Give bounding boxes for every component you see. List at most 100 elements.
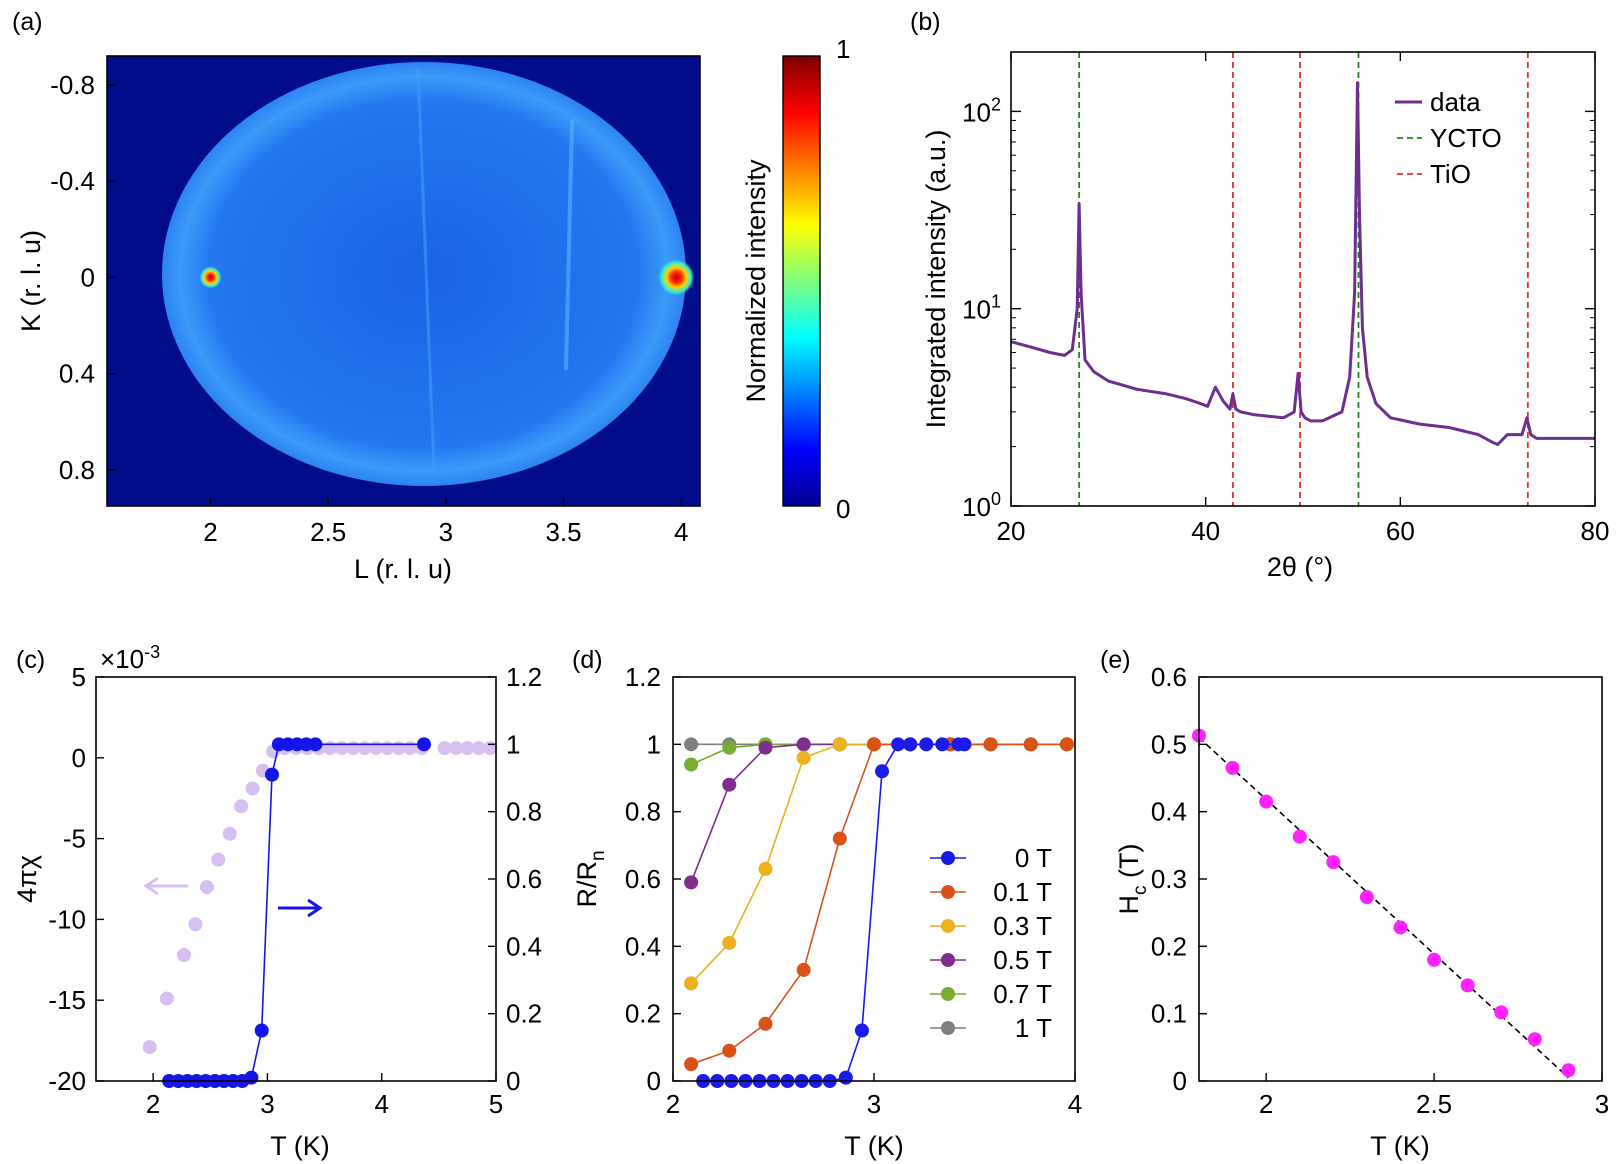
x-tick-label: 80 <box>1581 516 1610 546</box>
data-point <box>684 737 699 752</box>
data-point-left <box>449 741 463 756</box>
panel-d-ticks: 2 3 4 0 0.2 0.4 0.6 0.8 1 1.2 <box>625 662 1082 1119</box>
panel-e-ticks: 2 2.5 3 0 0.1 0.2 0.3 0.4 0.5 0.6 <box>1151 662 1609 1119</box>
y-tick-label: 0.5 <box>1151 729 1187 759</box>
panel-label-e: (e) <box>1100 646 1131 674</box>
series-line <box>703 743 965 1082</box>
reference-lines <box>1078 52 1529 506</box>
legend-swatch-marker <box>941 851 955 865</box>
colorbar-max-label: 1 <box>836 34 850 64</box>
data-point <box>838 1070 853 1085</box>
legend-swatch-marker <box>941 953 955 967</box>
y-tick-label: -0.8 <box>50 70 95 100</box>
y-tick-label: 0.4 <box>59 359 95 389</box>
panel-label-d: (d) <box>572 646 603 674</box>
y-tick-label-right: 0.6 <box>506 864 542 894</box>
data-point <box>796 737 811 752</box>
data-point <box>796 750 811 765</box>
panel-a-ylabel: K (r. l. u) <box>16 230 46 332</box>
x-tick-label: 2 <box>1259 1089 1273 1119</box>
y-tick-label: 0.2 <box>625 999 661 1029</box>
panel-d-xlabel: T (K) <box>844 1131 904 1161</box>
legend-label: 0.5 T <box>993 945 1052 975</box>
data-point <box>1259 794 1274 809</box>
data-point <box>935 737 950 752</box>
data-point <box>854 1023 869 1038</box>
x-tick-label: 3 <box>439 517 453 547</box>
fit-line <box>1198 737 1569 1079</box>
panel-e-ylabel: Hc (T) <box>1114 844 1151 915</box>
x-tick-label: 2 <box>666 1089 680 1119</box>
data-point <box>983 737 998 752</box>
panel-b-ticks: 20 40 60 80 100 101 102 <box>962 51 1610 546</box>
data-point <box>722 777 737 792</box>
data-point <box>722 740 737 755</box>
panel-c-xlabel: T (K) <box>270 1131 330 1161</box>
data-point-right <box>254 1023 269 1038</box>
y-tick-label-right: 0.4 <box>506 931 542 961</box>
panel-a-ticks: 2 2.5 3 3.5 4 -0.8 -0.4 0 0.4 0.8 <box>50 70 688 547</box>
y-tick-label-left: 0 <box>72 743 86 773</box>
data-point <box>832 831 847 846</box>
panel-label-b: (b) <box>910 8 941 36</box>
data-point-left <box>437 741 452 756</box>
y-tick-label: -0.4 <box>50 166 95 196</box>
y-tick-label: 101 <box>962 292 1001 325</box>
panel-b-ylabel: Integrated intensity (a.u.) <box>921 130 951 429</box>
data-point-left <box>483 741 498 756</box>
y-tick-label-right: 0 <box>506 1066 520 1096</box>
data-point-left <box>471 741 486 756</box>
data-point-left <box>159 991 174 1006</box>
y-tick-label-left: -10 <box>48 904 86 934</box>
x-tick-label: 3 <box>1595 1089 1609 1119</box>
data-point <box>796 962 811 977</box>
panel-a-xlabel: L (r. l. u) <box>354 554 452 584</box>
data-point <box>758 740 773 755</box>
x-tick-label: 4 <box>374 1089 388 1119</box>
legend-swatch-marker <box>941 1021 955 1035</box>
data-point <box>867 737 881 752</box>
legend-label: TiO <box>1430 159 1471 189</box>
data-point-left <box>142 1040 157 1055</box>
data-point <box>1292 829 1307 844</box>
x-tick-label: 5 <box>489 1089 503 1119</box>
data-point <box>1527 1032 1542 1047</box>
x-tick-label: 40 <box>1191 516 1220 546</box>
heatmap-streak <box>416 67 436 471</box>
y-tick-label: 0.1 <box>1151 999 1187 1029</box>
data-point-left <box>199 880 214 895</box>
x-tick-label: 2.5 <box>310 517 346 547</box>
data-point <box>684 976 699 991</box>
colorbar <box>782 55 821 507</box>
data-point <box>684 757 699 772</box>
data-point <box>1023 737 1038 752</box>
panel-e-marks <box>1192 728 1576 1079</box>
data-point <box>891 737 906 752</box>
data-point-left <box>234 799 249 814</box>
data-point <box>875 764 890 779</box>
y-tick-label: 1.2 <box>625 662 661 692</box>
data-point <box>1059 737 1074 752</box>
panel-d-marks <box>684 737 1074 1088</box>
x-tick-label: 2 <box>203 517 217 547</box>
heatmap-streak <box>564 119 574 371</box>
data-point <box>758 861 773 876</box>
y-tick-label-left: -15 <box>48 985 86 1015</box>
data-point <box>1561 1063 1576 1078</box>
y-tick-label: 1 <box>647 729 661 759</box>
legend-label: 0.3 T <box>993 911 1052 941</box>
heatmap-frame <box>106 55 701 507</box>
x-tick-label: 60 <box>1386 516 1415 546</box>
panel-b-frame <box>1010 51 1596 507</box>
panel-c-ylabel-left: 4πχ <box>12 855 42 903</box>
data-point <box>1393 920 1408 935</box>
data-point <box>1326 855 1341 870</box>
data-point-left <box>245 781 260 796</box>
colorbar-label: Normalized intensity <box>741 159 771 403</box>
legend-label: 0.1 T <box>993 877 1052 907</box>
data-point-right <box>244 1070 259 1085</box>
data-point <box>684 875 699 890</box>
x-tick-label: 4 <box>1068 1089 1082 1119</box>
